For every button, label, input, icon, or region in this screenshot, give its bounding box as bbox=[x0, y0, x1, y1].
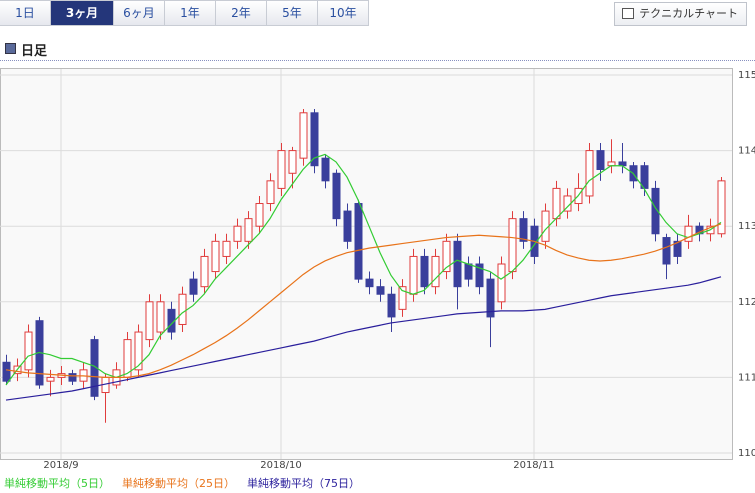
plot-area bbox=[0, 68, 733, 460]
candle-up bbox=[288, 150, 297, 174]
candle-down bbox=[376, 286, 385, 295]
legend-entry: 単純移動平均（75日） bbox=[247, 476, 360, 490]
legend-entry: 単純移動平均（5日） bbox=[4, 476, 110, 490]
candle-down bbox=[354, 203, 363, 280]
candle-up bbox=[211, 240, 220, 273]
candle-down bbox=[420, 255, 429, 288]
period-tab[interactable]: 5年 bbox=[266, 0, 318, 26]
technical-chart-button[interactable]: テクニカルチャート bbox=[614, 2, 747, 26]
section-title: 日足 bbox=[5, 40, 47, 59]
candle-up bbox=[178, 293, 187, 325]
candle-up bbox=[552, 187, 561, 220]
candle-up bbox=[266, 180, 275, 205]
candle-up bbox=[508, 218, 517, 273]
candle-up bbox=[24, 331, 33, 371]
y-tick-label: 111 bbox=[738, 372, 755, 383]
candle-up bbox=[145, 301, 154, 341]
candle-up bbox=[255, 203, 264, 227]
candle-down bbox=[464, 263, 473, 280]
candle-down bbox=[189, 278, 198, 295]
x-tick-label: 2018/9 bbox=[43, 460, 78, 471]
divider bbox=[0, 60, 755, 61]
moving-average-line bbox=[5, 223, 722, 378]
period-tab[interactable]: 2年 bbox=[215, 0, 267, 26]
candle-down bbox=[343, 210, 352, 242]
candle-up bbox=[684, 225, 693, 242]
period-tab[interactable]: 1日 bbox=[0, 0, 51, 26]
candle-up bbox=[398, 286, 407, 310]
candle-down bbox=[321, 157, 330, 182]
candle-down bbox=[310, 112, 319, 167]
y-tick-label: 110 bbox=[738, 448, 755, 459]
candle-up bbox=[156, 301, 165, 333]
candle-up bbox=[299, 112, 308, 159]
period-tab[interactable]: 6ヶ月 bbox=[113, 0, 165, 26]
candle-up bbox=[442, 240, 451, 273]
candle-up bbox=[244, 218, 253, 242]
y-tick-label: 114 bbox=[738, 146, 755, 157]
candle-up bbox=[134, 331, 143, 371]
legend-entry: 単純移動平均（25日） bbox=[122, 476, 235, 490]
x-tick-label: 2018/10 bbox=[260, 460, 302, 471]
candle-down bbox=[519, 218, 528, 242]
x-tick-label: 2018/11 bbox=[513, 460, 555, 471]
candle-down bbox=[387, 293, 396, 318]
period-tabs: 1日 3ヶ月 6ヶ月 1年 2年 5年 10年 bbox=[0, 0, 369, 26]
candle-down bbox=[475, 263, 484, 288]
candle-up bbox=[717, 180, 726, 235]
moving-average-line bbox=[5, 153, 722, 386]
candle-up bbox=[409, 255, 418, 295]
candle-up bbox=[200, 255, 209, 288]
candle-down bbox=[453, 240, 462, 288]
y-tick-label: 115 bbox=[738, 70, 755, 81]
candle-up bbox=[233, 225, 242, 242]
candle-down bbox=[651, 187, 660, 235]
period-tab[interactable]: 3ヶ月 bbox=[50, 0, 114, 26]
moving-average-line bbox=[5, 276, 722, 401]
candle-down bbox=[365, 278, 374, 288]
period-tab[interactable]: 10年 bbox=[317, 0, 369, 26]
candle-up bbox=[497, 263, 506, 303]
candle-down bbox=[596, 150, 605, 171]
candle-up bbox=[585, 150, 594, 197]
period-tab[interactable]: 1年 bbox=[164, 0, 216, 26]
candle-down bbox=[486, 278, 495, 318]
candle-down bbox=[332, 172, 341, 220]
candle-down bbox=[68, 373, 77, 382]
candle-up bbox=[222, 240, 231, 257]
candle-up bbox=[46, 376, 55, 382]
candle-down bbox=[2, 361, 11, 382]
candle-down bbox=[662, 237, 671, 265]
candle-up bbox=[431, 255, 440, 288]
candle-down bbox=[90, 339, 99, 397]
candle-down bbox=[673, 240, 682, 257]
y-tick-label: 112 bbox=[738, 297, 755, 308]
candle-up bbox=[277, 150, 286, 189]
y-tick-label: 113 bbox=[738, 221, 755, 232]
